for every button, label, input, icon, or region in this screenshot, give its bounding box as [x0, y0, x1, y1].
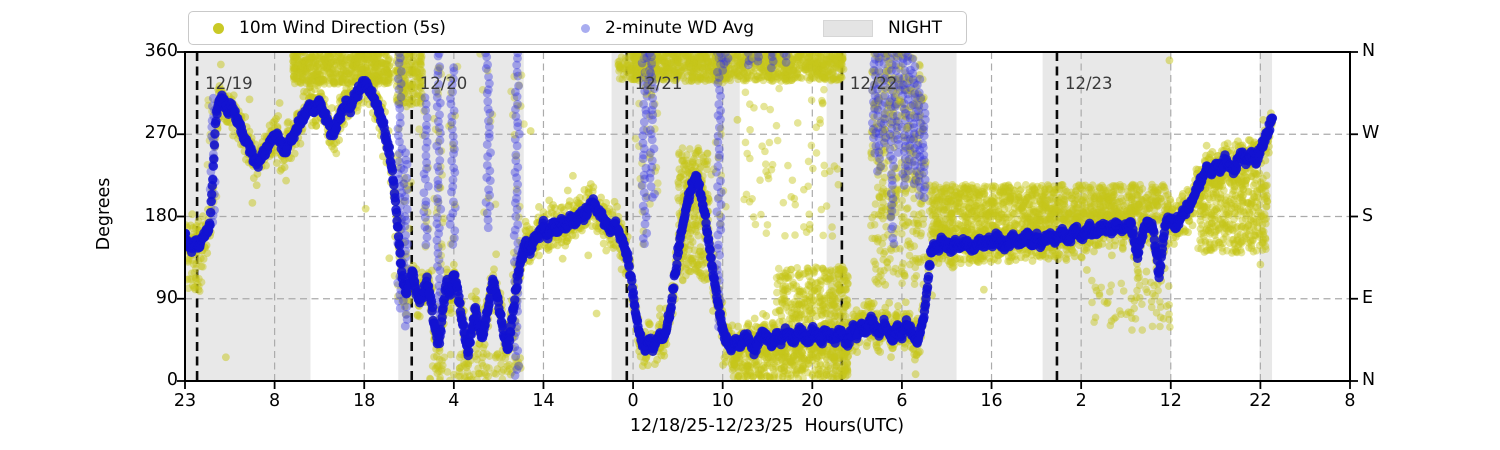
x-tick-label: 0 — [627, 391, 639, 411]
date-annotation: 12/23 — [1064, 74, 1113, 93]
y-tick-label-right: N — [1362, 41, 1376, 61]
y-tick-label-right: E — [1362, 287, 1374, 308]
legend-item-wind-direction: 10m Wind Direction (5s) — [213, 12, 446, 44]
y-tick-label-left: 90 — [155, 287, 178, 308]
legend-label-wd-avg: 2-minute WD Avg — [605, 18, 755, 38]
legend-item-night: NIGHT — [823, 12, 942, 44]
x-tick-label: 22 — [1249, 391, 1272, 411]
yellow-dot-icon — [213, 22, 224, 34]
x-tick-label: 8 — [1344, 391, 1356, 411]
date-annotation: 12/22 — [849, 74, 898, 93]
x-tick-label: 4 — [448, 391, 460, 411]
x-tick-label: 23 — [173, 391, 197, 411]
y-tick-label-right: W — [1362, 123, 1380, 144]
legend-label-night: NIGHT — [888, 18, 943, 38]
y-tick-label-left: 360 — [144, 41, 178, 61]
blue-dot-icon — [581, 23, 590, 33]
legend-item-wd-avg: 2-minute WD Avg — [581, 12, 754, 44]
x-axis-label: 12/18/25-12/23/25 Hours(UTC) — [629, 416, 905, 436]
y-tick-label-right: S — [1362, 205, 1374, 226]
x-tick-label: 16 — [980, 391, 1003, 411]
x-tick-label: 2 — [1075, 391, 1087, 411]
x-tick-label: 10 — [711, 391, 734, 411]
x-tick-label: 12 — [1159, 391, 1182, 411]
date-annotation: 12/20 — [419, 74, 468, 93]
y-tick-label-left: 180 — [144, 205, 178, 226]
legend: 10m Wind Direction (5s) 2-minute WD Avg … — [188, 11, 967, 45]
x-tick-label: 8 — [269, 391, 281, 411]
x-tick-label: 20 — [801, 391, 824, 411]
legend-label-wind-direction: 10m Wind Direction (5s) — [239, 18, 446, 38]
x-tick-label: 6 — [896, 391, 908, 411]
x-tick-label: 14 — [532, 391, 555, 411]
x-tick-label: 18 — [353, 391, 376, 411]
y-tick-label-left: 0 — [166, 370, 178, 390]
y-tick-label-left: 270 — [144, 123, 178, 144]
date-annotation: 12/21 — [634, 74, 683, 93]
date-annotation: 12/19 — [205, 74, 253, 93]
y-tick-label-right: N — [1362, 370, 1376, 390]
night-patch-icon — [823, 19, 873, 37]
